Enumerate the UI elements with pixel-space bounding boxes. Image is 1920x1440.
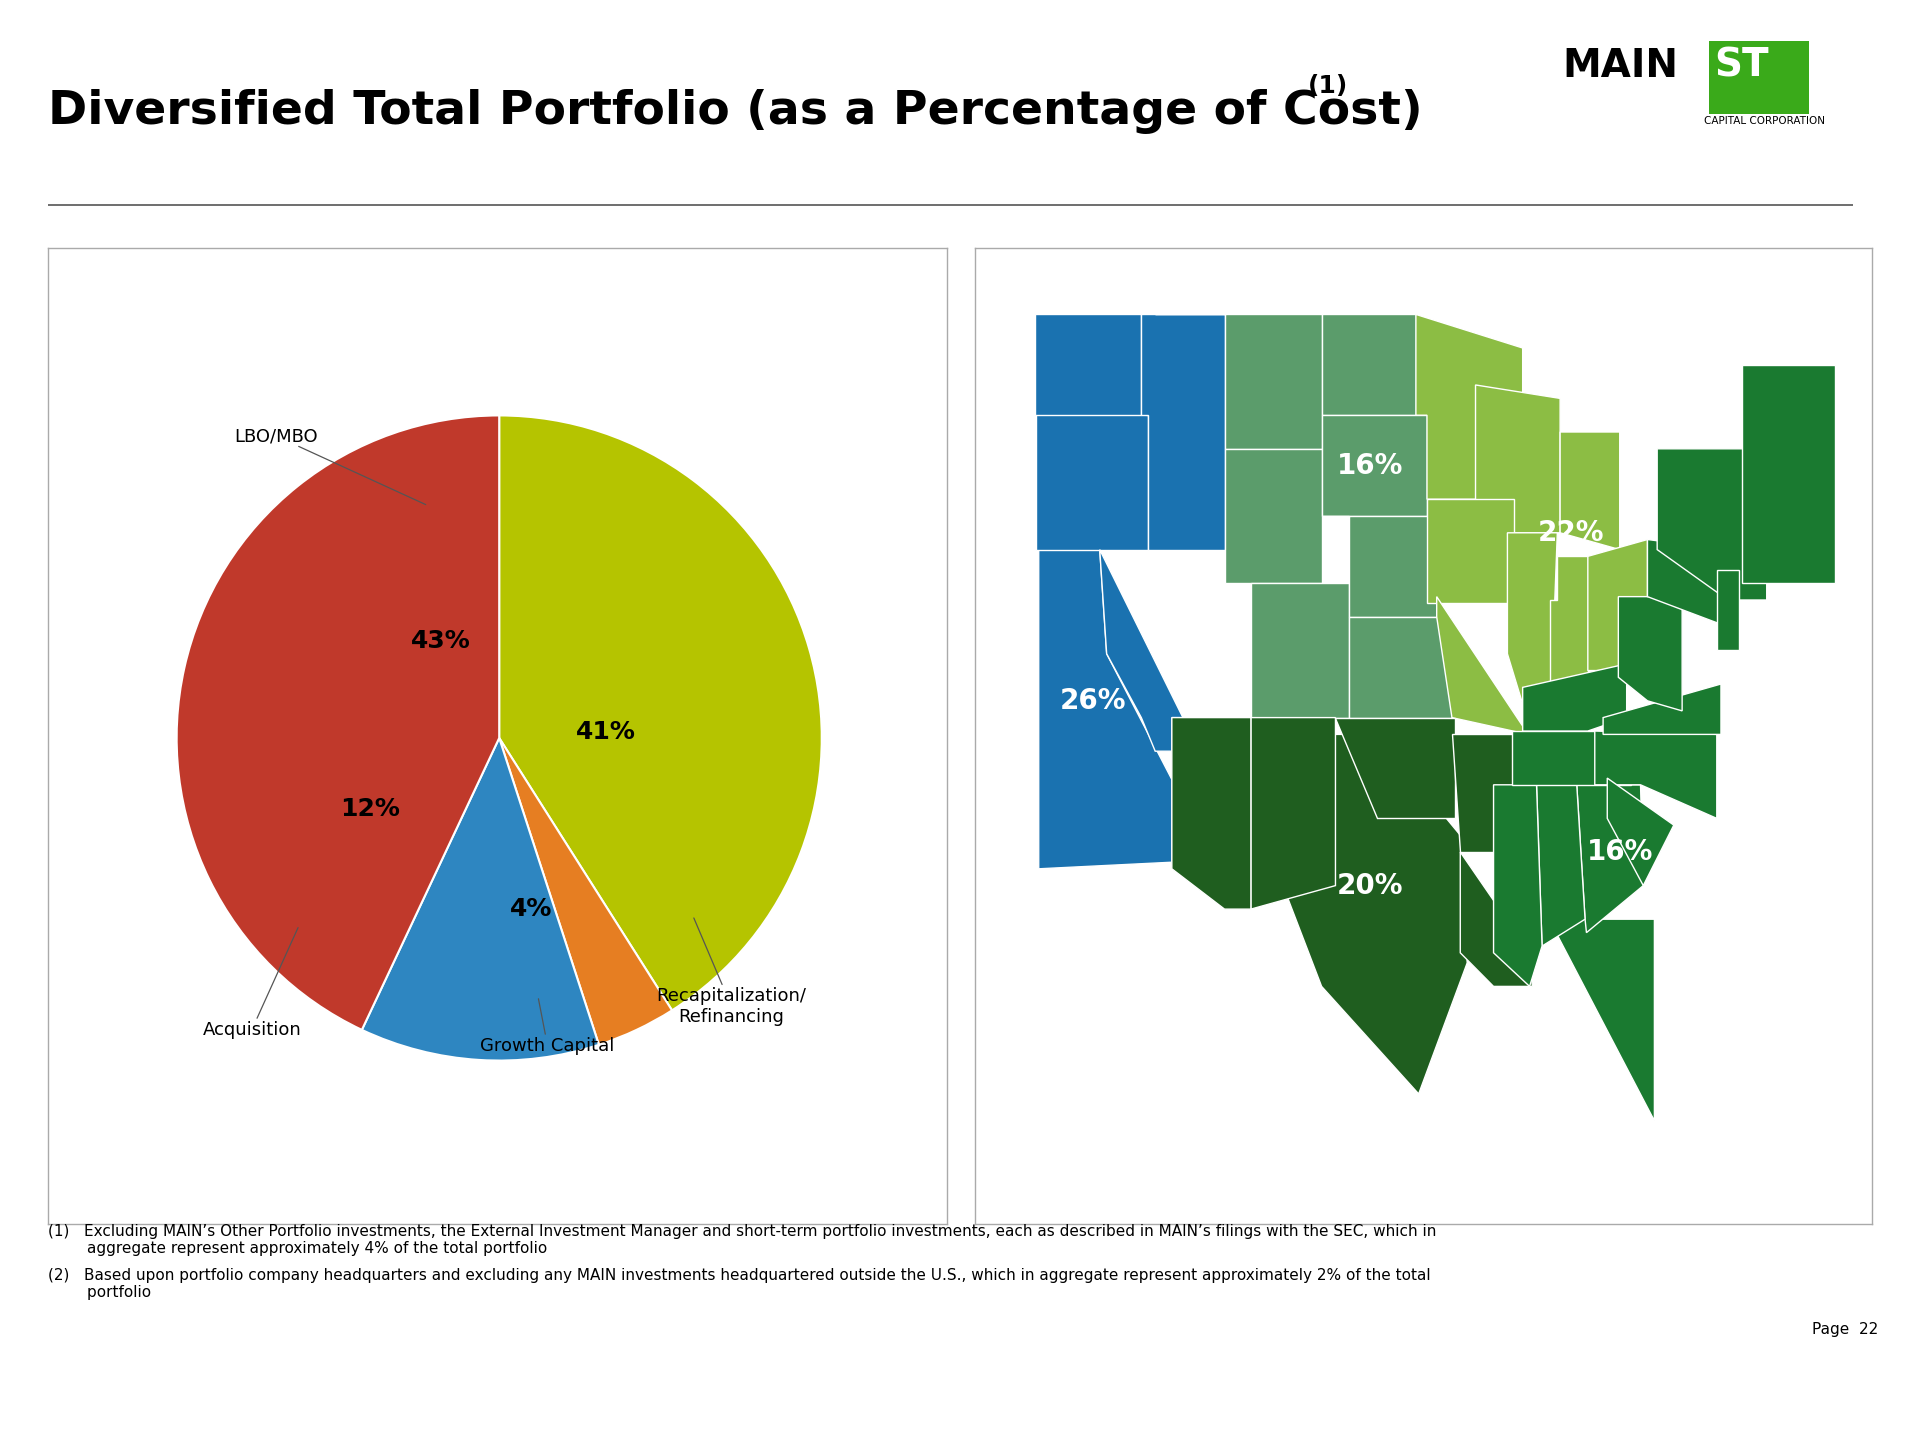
Text: Main Street Capital Corporation: Main Street Capital Corporation [35,1388,386,1408]
Text: NYSE: MAIN: NYSE: MAIN [895,1388,1025,1408]
Polygon shape [1035,314,1140,415]
Polygon shape [1561,432,1620,550]
Text: MAIN: MAIN [1563,46,1678,85]
Polygon shape [1549,556,1588,684]
Text: Acquisition: Acquisition [202,927,301,1038]
FancyBboxPatch shape [1709,40,1809,115]
Text: 16%: 16% [1586,838,1653,865]
Polygon shape [1576,785,1644,933]
Polygon shape [1536,785,1586,946]
Polygon shape [1350,616,1452,717]
Polygon shape [1037,409,1148,550]
Polygon shape [1171,717,1252,909]
Polygon shape [1286,734,1467,1094]
Polygon shape [1461,852,1532,986]
Text: LBO/MBO: LBO/MBO [234,428,426,504]
Text: (2)   Based upon portfolio company headquarters and excluding any MAIN investmen: (2) Based upon portfolio company headqua… [48,1267,1430,1300]
Polygon shape [1507,533,1557,717]
Polygon shape [1039,550,1175,868]
Polygon shape [1603,684,1720,734]
Wedge shape [177,415,499,1030]
Text: CAPITAL CORPORATION: CAPITAL CORPORATION [1705,115,1826,125]
Polygon shape [1619,596,1682,711]
Polygon shape [1100,550,1183,752]
Polygon shape [1523,664,1626,732]
Text: ST: ST [1715,46,1770,85]
Text: 26%: 26% [1060,687,1125,714]
Text: mainstcapital.com: mainstcapital.com [1705,1388,1885,1408]
Polygon shape [1647,540,1728,626]
Polygon shape [1252,717,1336,909]
Text: Diversified Total Portfolio (as a Percentage of Cost): Diversified Total Portfolio (as a Percen… [48,89,1423,134]
Polygon shape [1321,314,1415,415]
Polygon shape [1321,516,1442,616]
Text: 12%: 12% [340,796,399,821]
Polygon shape [1171,717,1252,909]
Polygon shape [1716,570,1740,651]
Polygon shape [1741,364,1836,583]
Text: Growth Capital: Growth Capital [480,999,614,1056]
Text: 22%: 22% [1538,518,1605,547]
Text: Recapitalization/
Refinancing: Recapitalization/ Refinancing [657,917,806,1025]
Text: 20%: 20% [1336,871,1404,900]
Wedge shape [361,737,599,1060]
Wedge shape [499,415,822,1011]
Polygon shape [1427,500,1515,603]
Polygon shape [1336,717,1455,818]
Polygon shape [1252,583,1350,717]
Polygon shape [1657,449,1766,600]
Polygon shape [1596,732,1716,818]
Polygon shape [1140,314,1225,550]
Text: 43%: 43% [411,629,470,654]
Text: 41%: 41% [576,720,636,743]
Polygon shape [1511,732,1630,785]
Polygon shape [1607,778,1674,886]
Text: (2): (2) [1363,207,1386,220]
Polygon shape [1588,540,1647,671]
Text: Page  22: Page 22 [1811,1322,1878,1338]
Polygon shape [1452,734,1521,852]
Text: Invested Capital by Transaction Type: Invested Capital by Transaction Type [60,216,463,236]
Polygon shape [1549,919,1655,1120]
Text: (1)   Excluding MAIN’s Other Portfolio investments, the External Investment Mana: (1) Excluding MAIN’s Other Portfolio inv… [48,1224,1436,1256]
Polygon shape [1494,785,1542,986]
Text: 4%: 4% [511,897,553,922]
Polygon shape [1436,596,1528,734]
Text: 16%: 16% [1336,452,1404,480]
Text: (1): (1) [1308,73,1348,98]
Polygon shape [1225,449,1321,583]
Polygon shape [1475,384,1561,533]
Polygon shape [1156,314,1321,449]
Text: Invested Capital by Geography: Invested Capital by Geography [987,216,1325,236]
Wedge shape [499,737,672,1045]
Polygon shape [1321,415,1427,516]
Polygon shape [1415,314,1523,500]
